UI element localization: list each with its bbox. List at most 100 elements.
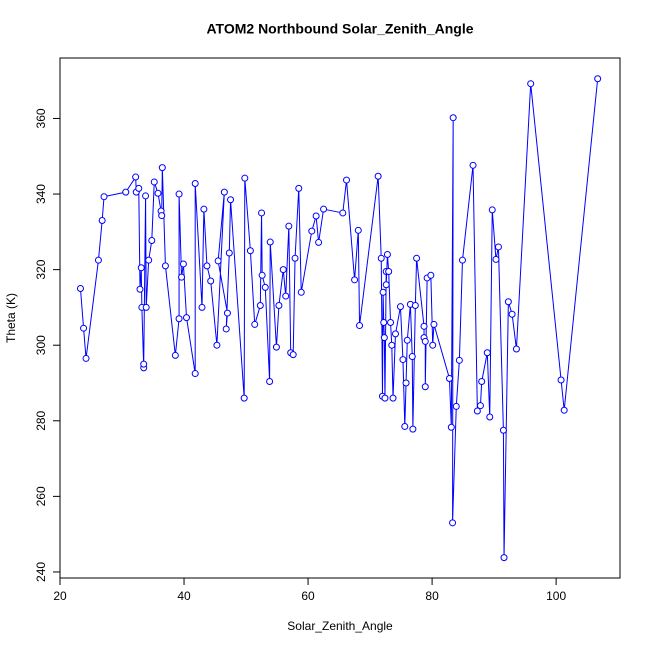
- data-point: [486, 413, 494, 421]
- data-point: [411, 302, 419, 310]
- data-point: [382, 281, 390, 289]
- data-point: [175, 190, 183, 198]
- data-point: [297, 288, 305, 296]
- data-point: [354, 226, 362, 234]
- data-point: [214, 257, 222, 265]
- data-point: [241, 174, 249, 182]
- data-point: [427, 271, 435, 279]
- data-point: [420, 322, 428, 330]
- data-point: [512, 345, 520, 353]
- data-point: [240, 394, 248, 402]
- data-point: [161, 262, 169, 270]
- data-point: [132, 173, 140, 181]
- data-point: [135, 184, 143, 192]
- data-point: [383, 251, 391, 259]
- data-point: [452, 402, 460, 410]
- data-point: [258, 209, 266, 217]
- data-point: [154, 189, 162, 197]
- data-point: [401, 422, 409, 430]
- data-point: [388, 341, 396, 349]
- data-point: [275, 302, 283, 310]
- data-point: [258, 271, 266, 279]
- data-point: [142, 303, 150, 311]
- data-point: [222, 325, 230, 333]
- data-point: [223, 309, 231, 317]
- data-point: [389, 394, 397, 402]
- data-point: [148, 237, 156, 245]
- data-point: [225, 249, 233, 257]
- data-point: [380, 319, 388, 327]
- y-tick-label: 340: [34, 184, 48, 204]
- data-point: [447, 423, 455, 431]
- data-point: [200, 205, 208, 213]
- data-point: [380, 334, 388, 342]
- data-point: [246, 247, 254, 255]
- data-point: [483, 349, 491, 357]
- data-point: [381, 394, 389, 402]
- y-tick-label: 300: [34, 335, 48, 355]
- data-point: [351, 276, 359, 284]
- data-point: [171, 351, 179, 359]
- data-point: [158, 164, 166, 172]
- data-point: [594, 75, 602, 83]
- data-point: [295, 184, 303, 192]
- data-point: [449, 519, 457, 527]
- data-point: [455, 356, 463, 364]
- data-point: [136, 285, 144, 293]
- data-point: [473, 407, 481, 415]
- data-point: [282, 292, 290, 300]
- data-point: [560, 406, 568, 414]
- data-point: [142, 192, 150, 200]
- data-point: [100, 193, 108, 201]
- data-point: [220, 188, 228, 196]
- data-point: [409, 425, 417, 433]
- data-point: [499, 426, 507, 434]
- data-point: [266, 377, 274, 385]
- data-point: [203, 262, 211, 270]
- data-point: [213, 341, 221, 349]
- data-point: [392, 330, 400, 338]
- x-tick-label: 40: [177, 589, 191, 603]
- data-point: [374, 172, 382, 180]
- data-point: [191, 179, 199, 187]
- data-point: [137, 264, 145, 272]
- data-point: [145, 256, 153, 264]
- data-point: [478, 377, 486, 385]
- x-tick-label: 80: [425, 589, 439, 603]
- data-point: [429, 341, 437, 349]
- data-point: [179, 260, 187, 268]
- data-point: [492, 255, 500, 263]
- data-point: [82, 354, 90, 362]
- data-point: [178, 273, 186, 281]
- data-point: [476, 402, 484, 410]
- data-point: [150, 178, 158, 186]
- x-tick-label: 60: [301, 589, 315, 603]
- data-point: [399, 356, 407, 364]
- data-point: [191, 370, 199, 378]
- data-point: [402, 379, 410, 387]
- data-point: [308, 227, 316, 235]
- data-point: [458, 256, 466, 264]
- data-point: [207, 277, 215, 285]
- plot-frame: [59, 57, 621, 579]
- data-point: [413, 254, 421, 262]
- data-point: [256, 302, 264, 310]
- data-point: [94, 256, 102, 264]
- data-point: [122, 188, 130, 196]
- data-point: [158, 212, 166, 220]
- data-point: [403, 336, 411, 344]
- data-point: [343, 176, 351, 184]
- data-point: [315, 238, 323, 246]
- data-point: [279, 266, 287, 274]
- data-point: [312, 212, 320, 220]
- chart-title: ATOM2 Northbound Solar_Zenith_Angle: [206, 21, 473, 37]
- data-point: [469, 161, 477, 169]
- data-point: [385, 268, 393, 276]
- data-point: [339, 209, 347, 217]
- data-point: [421, 337, 429, 345]
- data-point: [449, 114, 457, 122]
- data-point: [285, 222, 293, 230]
- data-point: [445, 374, 453, 382]
